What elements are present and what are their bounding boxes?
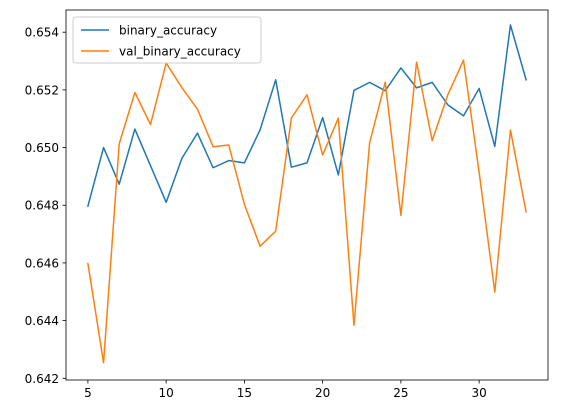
x-tick-label: 30 xyxy=(472,386,487,400)
x-tick-label: 5 xyxy=(84,386,92,400)
x-tick-label: 10 xyxy=(159,386,174,400)
legend-label-val-binary-accuracy: val_binary_accuracy xyxy=(119,45,241,59)
y-tick-label: 0.642 xyxy=(25,372,59,386)
legend-label-binary-accuracy: binary_accuracy xyxy=(119,24,217,38)
y-tick-label: 0.644 xyxy=(25,314,59,328)
y-tick-label: 0.646 xyxy=(25,256,59,270)
series-line-binary-accuracy xyxy=(86,24,528,208)
x-tick-label: 20 xyxy=(315,386,330,400)
x-axis: 5 10 15 20 25 30 xyxy=(84,380,487,400)
x-tick-label: 25 xyxy=(393,386,408,400)
plot-frame xyxy=(65,9,549,381)
y-tick-label: 0.650 xyxy=(25,141,59,155)
y-tick-label: 0.648 xyxy=(25,199,59,213)
x-tick-label: 15 xyxy=(237,386,252,400)
plot-series xyxy=(86,24,528,364)
y-axis: 0.642 0.644 0.646 0.648 0.650 0.652 0.654 xyxy=(25,26,66,386)
legend-box xyxy=(72,16,262,64)
y-tick-label: 0.654 xyxy=(25,26,59,40)
y-tick-label: 0.652 xyxy=(25,83,59,97)
legend: binary_accuracy val_binary_accuracy xyxy=(72,16,262,64)
series-line-val-binary-accuracy xyxy=(87,59,527,364)
